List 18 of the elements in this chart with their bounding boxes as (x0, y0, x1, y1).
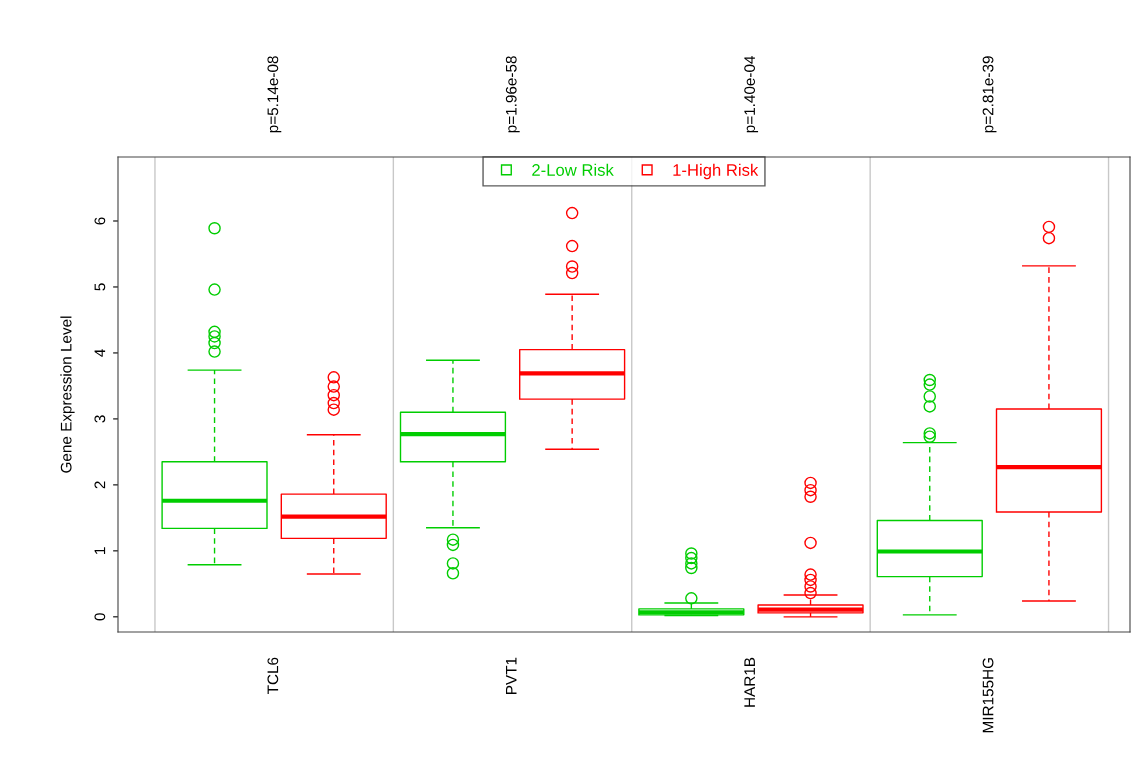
legend-label: 1-High Risk (673, 163, 759, 180)
y-axis-title: Gene Expression Level (60, 316, 75, 473)
y-tick-label: 3 (94, 415, 106, 423)
x-tick-label: HAR1B (744, 657, 755, 707)
x-tick-label: MIR155HG (982, 658, 994, 733)
y-tick-label: 0 (94, 613, 106, 621)
text: p=1.96e-58 (505, 56, 520, 133)
y-tick-label: 1 (94, 547, 106, 554)
text: p=1.40e-04 (744, 55, 759, 133)
y-tick-label: 5 (94, 283, 106, 291)
legend-label: 2-Low Risk (532, 163, 614, 176)
y-tick-label: 2 (94, 481, 106, 489)
x-tick-label: TCL6 (267, 657, 279, 695)
y-tick-label: 6 (94, 217, 106, 225)
x-tick-label: PVT1 (505, 657, 517, 694)
y-tick-label: 4 (94, 349, 106, 357)
text: p=2.81e-39 (982, 56, 997, 133)
text: p=5.14e-08 (267, 56, 282, 133)
